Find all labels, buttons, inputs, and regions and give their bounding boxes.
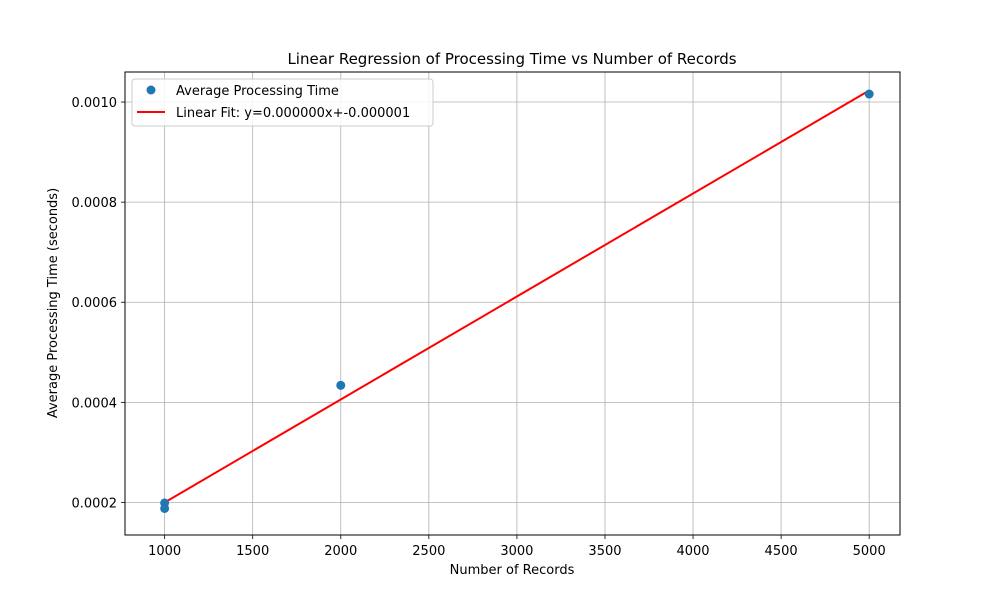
legend: Average Processing Time Linear Fit: y=0.… xyxy=(131,78,434,127)
x-tick-label: 4000 xyxy=(676,544,709,559)
x-tick-label: 5000 xyxy=(853,544,886,559)
legend-scatter-marker xyxy=(146,85,156,95)
x-tick-label: 2500 xyxy=(412,544,445,559)
legend-label-fit: Linear Fit: y=0.000000x+-0.000001 xyxy=(176,106,410,121)
y-axis-label: Average Processing Time (seconds) xyxy=(46,188,61,418)
plot-area xyxy=(160,89,874,513)
scatter-point xyxy=(864,89,874,99)
y-tick-label: 0.0004 xyxy=(72,396,118,411)
scatter-point xyxy=(160,503,170,513)
y-tick-label: 0.0002 xyxy=(72,496,118,511)
scatter-point xyxy=(336,380,346,390)
axis-ticks: 1000 1500 2000 2500 3000 3500 4000 4500 5000 0.00… xyxy=(72,96,886,559)
x-axis-label: Number of Records xyxy=(450,563,575,578)
y-tick-label: 0.0010 xyxy=(72,96,118,111)
y-tick-label: 0.0006 xyxy=(72,296,118,311)
chart-title: Linear Regression of Processing Time vs … xyxy=(287,50,736,68)
plot-frame xyxy=(124,71,901,536)
legend-box xyxy=(131,78,434,127)
grid xyxy=(125,72,900,535)
x-tick-label: 3000 xyxy=(500,544,533,559)
x-tick-label: 1000 xyxy=(148,544,181,559)
fit-line xyxy=(164,89,870,504)
x-tick-label: 2000 xyxy=(324,544,357,559)
x-tick-label: 3500 xyxy=(588,544,621,559)
y-tick-label: 0.0008 xyxy=(72,196,118,211)
x-tick-label: 4500 xyxy=(765,544,798,559)
x-tick-label: 1500 xyxy=(236,544,269,559)
legend-label-scatter: Average Processing Time xyxy=(176,84,339,99)
